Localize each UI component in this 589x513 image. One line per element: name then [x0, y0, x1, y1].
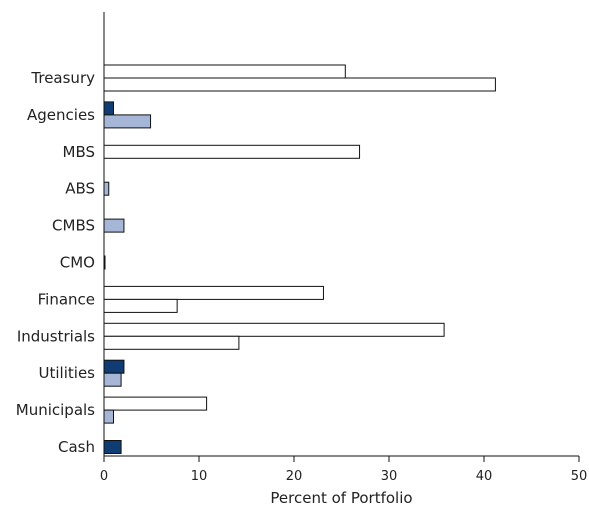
category-label-finance: Finance	[38, 290, 95, 308]
x-axis-title: Percent of Portfolio	[270, 489, 412, 507]
bar-abs-series-4	[103, 181, 110, 196]
category-label-treasury: Treasury	[30, 69, 95, 87]
bar-treasury-series-2	[103, 77, 496, 92]
x-tick-label-50: 50	[571, 469, 588, 484]
category-label-industrials: Industrials	[17, 327, 95, 345]
bar-utilities-series-4	[103, 372, 122, 387]
bar-finance-series-2	[103, 298, 178, 313]
x-tick-label-20: 20	[286, 469, 303, 484]
category-label-abs: ABS	[65, 180, 95, 198]
bar-municipals-series-4	[103, 409, 114, 424]
bar-treasury-series-1	[103, 64, 346, 79]
category-label-utilities: Utilities	[39, 364, 96, 382]
category-label-cmo: CMO	[60, 254, 95, 272]
category-label-mbs: MBS	[63, 143, 96, 161]
x-tick-label-30: 30	[381, 469, 398, 484]
x-tick-label-0: 0	[100, 469, 108, 484]
bar-mbs-series-1	[103, 144, 361, 159]
x-ticks: 0 10 20 30 40 50	[100, 456, 587, 484]
bar-industrials-series-2	[103, 335, 240, 350]
x-tick-label-40: 40	[476, 469, 493, 484]
bar-industrials-series-1	[103, 322, 445, 337]
bar-cash-series-3	[103, 440, 122, 454]
bar-agencies-series-3	[103, 101, 114, 116]
category-label-municipals: Municipals	[16, 401, 95, 419]
bars-group	[103, 64, 496, 454]
bar-utilities-series-3	[103, 359, 125, 374]
category-labels: Treasury Agencies MBS ABS CMBS CMO Finance Indu…	[16, 69, 95, 456]
category-label-cash: Cash	[58, 438, 95, 456]
bar-agencies-series-4	[103, 114, 152, 129]
category-label-agencies: Agencies	[27, 106, 95, 124]
bar-municipals-series-1	[103, 396, 208, 411]
bar-finance-series-1	[103, 285, 324, 300]
x-tick-label-10: 10	[191, 469, 208, 484]
bar-cmbs-series-4	[103, 218, 125, 233]
category-label-cmbs: CMBS	[52, 217, 95, 235]
